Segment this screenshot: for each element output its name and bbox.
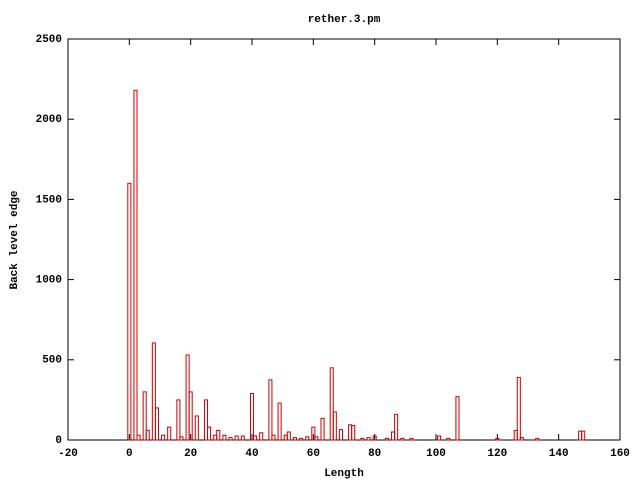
bar [133,89,138,441]
x-tick-label: 20 [184,448,197,460]
bar [519,437,524,441]
bar [179,436,184,441]
x-tick-label: 120 [487,448,507,460]
bar [228,437,233,441]
bar [351,425,356,441]
bar [446,437,451,441]
bar [161,434,166,441]
bar [384,437,389,441]
x-tick-label: 140 [549,448,569,460]
x-tick-label: 160 [610,448,630,460]
bar [176,399,181,441]
x-tick-label: 0 [126,448,133,460]
bar [409,437,414,441]
bar [311,426,316,441]
y-tick-label: 500 [42,355,62,367]
bar [329,367,334,441]
bar [455,396,460,441]
x-tick-label: 80 [368,448,381,460]
bar [253,435,258,441]
bar [400,437,405,441]
bar [332,411,337,441]
bar [136,434,141,441]
bar [127,182,132,441]
bar [277,402,282,441]
bar [216,429,221,441]
bar [292,437,297,441]
x-tick-label: -20 [58,448,78,460]
bar [207,426,212,441]
x-axis-label: Length [324,468,364,480]
x-tick-label: 60 [307,448,320,460]
bar [268,379,273,441]
bar [581,430,586,441]
bar [299,437,304,441]
bar [535,437,540,441]
bar [437,435,442,441]
y-tick-label: 2000 [36,114,62,126]
x-tick-label: 100 [426,448,446,460]
bar [151,342,156,441]
bar [145,429,150,441]
bar [234,435,239,441]
bar [240,435,245,441]
bar [394,413,399,441]
y-tick-label: 0 [55,435,62,447]
y-tick-label: 2500 [36,34,62,46]
chart-title: rether.3.pm [308,14,381,26]
bar [142,391,147,441]
bar [203,399,209,441]
bar [360,437,365,441]
bar [516,376,521,441]
bar [495,437,500,441]
bar [249,392,255,441]
bar [338,429,343,441]
x-tick-label: 40 [245,448,258,460]
plot-frame [67,38,621,441]
bar [305,436,310,441]
bar [222,434,227,441]
bar [188,391,193,441]
bar [366,437,371,441]
bar [167,426,172,441]
bar [372,435,377,441]
bar [286,431,291,441]
bar [154,407,159,441]
y-tick-label: 1000 [36,275,62,287]
y-tick-label: 1500 [36,194,62,206]
bar [320,417,325,441]
bar [194,415,199,441]
bar [259,432,264,441]
bar [314,436,319,441]
bar [271,434,276,441]
y-axis-label: Back level edge [9,190,21,289]
